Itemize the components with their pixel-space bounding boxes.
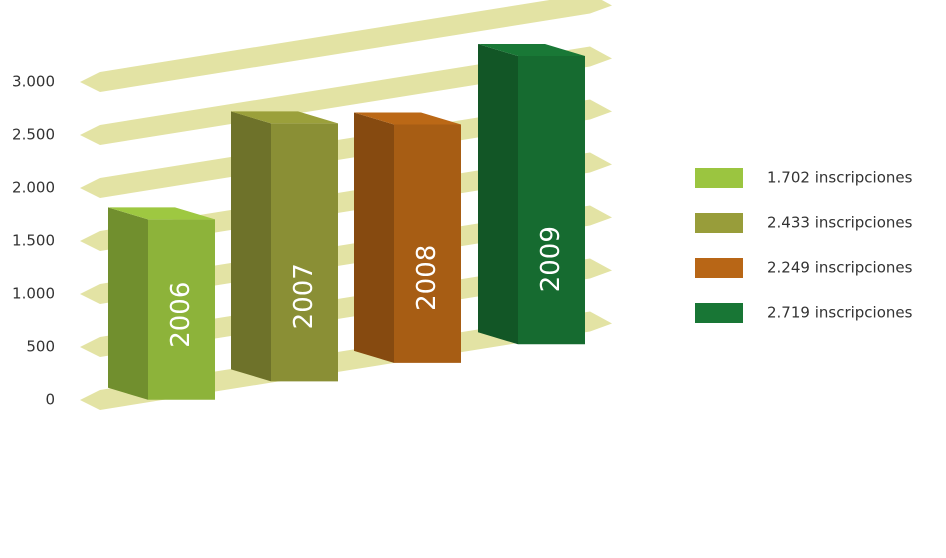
bar-year-label: 2008	[412, 245, 442, 311]
legend-swatch	[695, 168, 743, 188]
bar-year-label: 2006	[166, 282, 196, 348]
y-tick-label: 3.000	[12, 73, 55, 91]
bar-year-label: 2009	[536, 226, 566, 292]
bar-side	[478, 44, 518, 345]
bar-side	[108, 207, 148, 400]
bar-front	[271, 123, 338, 382]
y-tick-label: 2.000	[12, 179, 55, 197]
bar-front	[148, 219, 215, 400]
legend-label: 2.433 inscripciones	[767, 214, 913, 232]
bar-front	[394, 124, 461, 363]
legend-swatch	[695, 213, 743, 233]
legend-label: 1.702 inscripciones	[767, 169, 913, 187]
grid-shelf	[80, 0, 612, 92]
legend-label: 2.719 inscripciones	[767, 304, 913, 322]
bar-top	[108, 207, 215, 220]
bar-top	[478, 44, 585, 57]
bar	[108, 207, 215, 400]
bar-top	[354, 112, 461, 125]
bar	[231, 111, 338, 382]
legend-swatch	[695, 258, 743, 278]
bar-top	[231, 111, 338, 124]
y-tick-label: 1.000	[12, 285, 55, 303]
y-tick-label: 0	[45, 391, 55, 409]
legend-label: 2.249 inscripciones	[767, 259, 913, 277]
bar-front	[518, 56, 585, 345]
legend-swatch	[695, 303, 743, 323]
bar-side	[231, 111, 271, 382]
bar-year-label: 2007	[289, 263, 319, 329]
y-tick-label: 1.500	[12, 232, 55, 250]
bar	[478, 44, 585, 345]
y-tick-label: 2.500	[12, 126, 55, 144]
bar	[354, 112, 461, 363]
bar-side	[354, 112, 394, 363]
y-tick-label: 500	[26, 338, 55, 356]
